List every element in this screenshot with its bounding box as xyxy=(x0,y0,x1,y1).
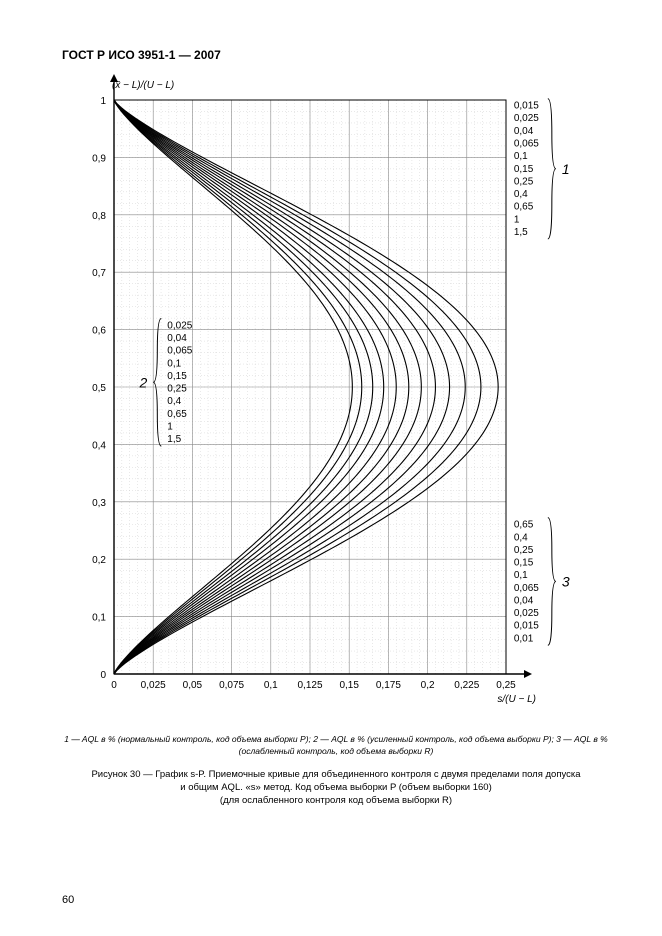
svg-text:0,3: 0,3 xyxy=(92,498,106,509)
svg-text:0,2: 0,2 xyxy=(92,555,106,566)
page-number: 60 xyxy=(62,894,74,906)
svg-text:(x̄ − L)/(U − L): (x̄ − L)/(U − L) xyxy=(112,80,174,91)
svg-text:2: 2 xyxy=(139,374,148,390)
svg-text:0,065: 0,065 xyxy=(514,138,539,149)
svg-text:0,04: 0,04 xyxy=(167,333,187,344)
svg-text:0,015: 0,015 xyxy=(514,101,539,112)
svg-text:0,075: 0,075 xyxy=(219,680,244,691)
caption-line3: (для ослабленного контроля код объема вы… xyxy=(220,795,452,806)
svg-text:0,04: 0,04 xyxy=(514,126,534,137)
svg-text:3: 3 xyxy=(562,573,570,589)
svg-text:0,225: 0,225 xyxy=(454,680,479,691)
svg-text:0,1: 0,1 xyxy=(264,680,278,691)
svg-text:0,175: 0,175 xyxy=(376,680,401,691)
svg-text:0,01: 0,01 xyxy=(514,633,534,644)
svg-text:0,25: 0,25 xyxy=(514,545,534,556)
figure-caption: Рисунок 30 — График s-P. Приемочные крив… xyxy=(62,768,610,808)
svg-text:0,125: 0,125 xyxy=(297,680,322,691)
svg-text:0,025: 0,025 xyxy=(167,320,192,331)
svg-text:1: 1 xyxy=(514,214,520,225)
document-standard-id: ГОСТ Р ИСО 3951-1 — 2007 xyxy=(62,48,610,62)
svg-text:1: 1 xyxy=(167,421,173,432)
svg-text:s/(U − L): s/(U − L) xyxy=(497,694,536,705)
chart-legend-text: 1 — AQL в % (нормальный контроль, код об… xyxy=(62,734,610,758)
svg-text:1,5: 1,5 xyxy=(514,227,528,238)
svg-text:0,65: 0,65 xyxy=(167,409,187,420)
svg-text:0,015: 0,015 xyxy=(514,621,539,632)
svg-text:1: 1 xyxy=(100,96,106,107)
svg-text:0,65: 0,65 xyxy=(514,202,534,213)
svg-text:0,25: 0,25 xyxy=(514,176,534,187)
svg-text:0,1: 0,1 xyxy=(514,570,528,581)
svg-text:0,025: 0,025 xyxy=(141,680,166,691)
svg-text:0,2: 0,2 xyxy=(421,680,435,691)
svg-text:0,4: 0,4 xyxy=(514,189,528,200)
svg-text:0,4: 0,4 xyxy=(167,396,181,407)
chart-container: 0 0,025 0,05 0,075 0,1 0,125 0,15 0,175 0,2 0,225… xyxy=(62,72,592,722)
caption-line2: и общим AQL. «s» метод. Код объема выбор… xyxy=(180,782,491,793)
svg-text:0: 0 xyxy=(100,670,106,681)
svg-text:1: 1 xyxy=(562,161,570,177)
svg-text:0,5: 0,5 xyxy=(92,383,106,394)
svg-text:0: 0 xyxy=(111,680,117,691)
svg-text:0,04: 0,04 xyxy=(514,595,534,606)
svg-text:0,025: 0,025 xyxy=(514,608,539,619)
svg-text:0,8: 0,8 xyxy=(92,211,106,222)
svg-text:0,25: 0,25 xyxy=(496,680,516,691)
svg-text:0,1: 0,1 xyxy=(514,151,528,162)
acceptance-chart: 0 0,025 0,05 0,075 0,1 0,125 0,15 0,175 0,2 0,225… xyxy=(62,72,592,722)
svg-text:0,15: 0,15 xyxy=(167,371,187,382)
svg-text:0,1: 0,1 xyxy=(167,358,181,369)
svg-text:0,15: 0,15 xyxy=(514,558,534,569)
svg-text:0,15: 0,15 xyxy=(514,164,534,175)
svg-text:0,7: 0,7 xyxy=(92,268,106,279)
svg-text:0,65: 0,65 xyxy=(514,520,534,531)
svg-text:0,05: 0,05 xyxy=(183,680,203,691)
svg-text:0,065: 0,065 xyxy=(167,346,192,357)
svg-text:1,5: 1,5 xyxy=(167,434,181,445)
svg-text:0,15: 0,15 xyxy=(339,680,359,691)
svg-text:0,065: 0,065 xyxy=(514,583,539,594)
svg-text:0,025: 0,025 xyxy=(514,113,539,124)
svg-text:0,9: 0,9 xyxy=(92,153,106,164)
svg-text:0,25: 0,25 xyxy=(167,384,187,395)
svg-text:0,6: 0,6 xyxy=(92,326,106,337)
svg-text:0,4: 0,4 xyxy=(92,440,106,451)
svg-text:0,4: 0,4 xyxy=(514,532,528,543)
caption-line1: Рисунок 30 — График s-P. Приемочные крив… xyxy=(91,769,580,780)
svg-text:0,1: 0,1 xyxy=(92,613,106,624)
